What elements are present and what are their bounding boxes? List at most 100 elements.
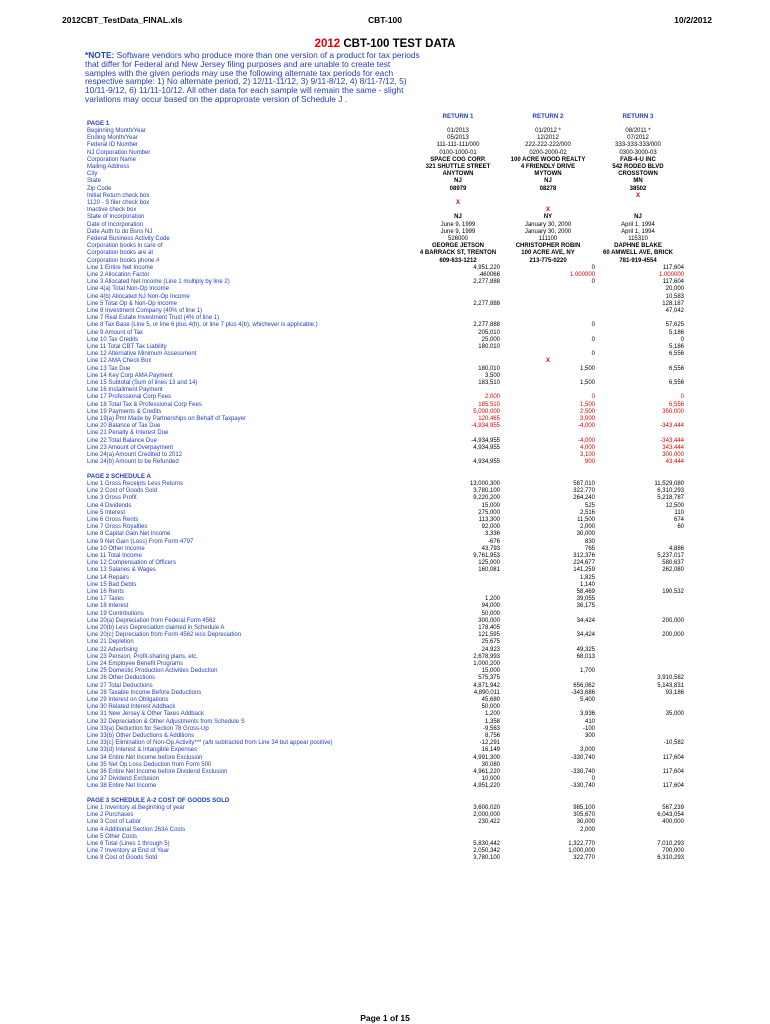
cell-value: 4 BARRACK ST, TRENTON <box>419 250 497 257</box>
row-label: Mailing Address <box>87 164 130 170</box>
row-label: Line 5 Other Costs <box>87 833 138 840</box>
note-label: *NOTE: <box>85 50 115 60</box>
cell-value: 3,910,582 <box>657 675 684 682</box>
cell-value: 0 <box>680 336 684 343</box>
cell-value: -330,740 <box>571 754 595 761</box>
cell-value: 34,424 <box>576 632 595 639</box>
row-label: Line 13 Salaries & Wages <box>87 567 156 574</box>
cell-value: 1.000000 <box>658 272 684 278</box>
cell-value: 183,510 <box>478 380 500 386</box>
row-label: Line 30 Related Interest Addback <box>87 704 176 711</box>
row-label: City <box>87 171 98 178</box>
cell-value: 25,675 <box>481 639 500 646</box>
row-label: Line 5 Interest <box>87 509 126 516</box>
cell-value: 300 <box>584 733 595 739</box>
cell-value: 1,000,000 <box>568 848 595 855</box>
cell-value: 50,000 <box>481 704 500 711</box>
cell-value: 45,680 <box>481 697 500 703</box>
cell-value: -676 <box>487 538 500 545</box>
cell-value: 300,000 <box>662 452 684 458</box>
cell-value: 07/2012 <box>627 135 649 142</box>
cell-value: ANYTOWN <box>442 171 474 178</box>
cell-value: X <box>635 192 640 199</box>
cell-value: 0 <box>591 351 595 358</box>
row-label: Line 21 Depletion <box>87 639 134 646</box>
cell-value: 115310 <box>628 236 648 242</box>
cell-value: 10,000 <box>481 776 500 783</box>
row-label: Line 2 Cost of Goods Sold <box>87 488 158 495</box>
row-label: Line 15 Bad Debts <box>87 581 137 588</box>
cell-value: 4,951,220 <box>473 783 500 790</box>
row-label: Line 20 Balance of Tax Due <box>87 423 161 430</box>
cell-value: 3,000 <box>579 747 595 754</box>
cell-value: 567,239 <box>662 805 684 811</box>
column-header: RETURN 1 <box>442 113 474 120</box>
cell-value: -12,291 <box>479 740 500 747</box>
row-label: Inactive check box <box>87 207 137 214</box>
cell-value: X <box>455 200 460 206</box>
row-label: State of Incorporation <box>87 214 145 221</box>
title-text: CBT-100 TEST DATA <box>343 38 456 50</box>
row-label: Zip Code <box>87 185 112 192</box>
cell-value: 5,186 <box>668 344 684 350</box>
cell-value: 0 <box>591 776 595 783</box>
cell-value: 01/2013 <box>447 128 469 134</box>
cell-value: 2,277,888 <box>473 322 500 329</box>
title-year: 2012 <box>314 38 341 50</box>
cell-value: 222-222-222/000 <box>525 142 571 149</box>
row-label: Initial Return check box <box>87 192 150 199</box>
cell-value: -4,000 <box>577 437 595 444</box>
cell-value: 30,080 <box>481 761 500 768</box>
row-label: Line 12 Alternative Minimum Assessment <box>87 351 197 358</box>
cell-value: 0 <box>591 322 595 329</box>
cell-value: GEORGE JETSON <box>431 243 484 250</box>
cell-value: 322,770 <box>573 855 595 862</box>
cell-value: 4 FRIENDLY DRIVE <box>520 164 576 170</box>
cell-value: -330,740 <box>571 783 595 790</box>
cell-value: 1,700 <box>579 668 595 675</box>
row-label: Line 29 Interest on Obligations <box>87 697 169 703</box>
cell-value: X <box>545 358 550 365</box>
row-label: Line 33(d) Interest & Intangible Expense… <box>87 747 198 754</box>
section-title: PAGE 1 <box>87 120 110 127</box>
cell-value: -343,686 <box>571 689 595 696</box>
cell-value: 30,000 <box>576 531 595 538</box>
row-label: Line 2 Purchases <box>87 812 134 819</box>
cell-value: 92,000 <box>481 524 500 531</box>
cell-value: 8,756 <box>484 733 500 739</box>
cell-value: 350,000 <box>662 408 684 415</box>
cell-value: NY <box>543 214 553 221</box>
cell-value: 08/2011 * <box>625 128 651 134</box>
row-label: Line 4(a) Total Non-Op Income <box>87 286 169 293</box>
cell-value: 94,000 <box>481 603 500 610</box>
row-label: Line 17 Professional Corp Fees <box>87 394 172 401</box>
row-label: Line 6 Investment Company (40% of line 1… <box>87 308 203 314</box>
cell-value: 34,424 <box>576 617 595 624</box>
cell-value: -343,444 <box>660 437 684 444</box>
cell-value: 580,637 <box>662 560 684 567</box>
cell-value: 68,013 <box>576 653 595 660</box>
cell-value: April 1, 1994 <box>621 228 655 235</box>
cell-value: -4,000 <box>577 423 595 430</box>
print-date: 10/2/2012 <box>674 15 712 25</box>
row-label: Corporation books are at <box>87 250 154 257</box>
cell-value: 3,780,100 <box>473 855 500 862</box>
cell-value: 1,500 <box>579 401 595 408</box>
cell-value: 609-633-1212 <box>439 257 477 264</box>
cell-value: 542 RODEO BLVD <box>612 164 664 170</box>
cell-value: 20,000 <box>665 286 684 293</box>
cell-value: .460066 <box>478 272 500 278</box>
cell-value: 1,500 <box>579 380 595 386</box>
cell-value: 9,761,953 <box>473 553 500 559</box>
sheet-name: CBT-100 <box>367 15 402 25</box>
cell-value: -9,563 <box>482 725 500 732</box>
cell-value: 5,143,831 <box>657 682 684 689</box>
cell-value: 16,149 <box>481 747 500 754</box>
cell-value: 58,469 <box>576 589 595 595</box>
cell-value: 305,670 <box>573 812 595 819</box>
cell-value: 333-333-333/000 <box>615 142 661 149</box>
cell-value: April 1, 1994 <box>621 221 655 228</box>
cell-value: 117,604 <box>662 769 684 775</box>
cell-value: NJ <box>634 214 642 221</box>
cell-value: 900 <box>584 459 595 466</box>
